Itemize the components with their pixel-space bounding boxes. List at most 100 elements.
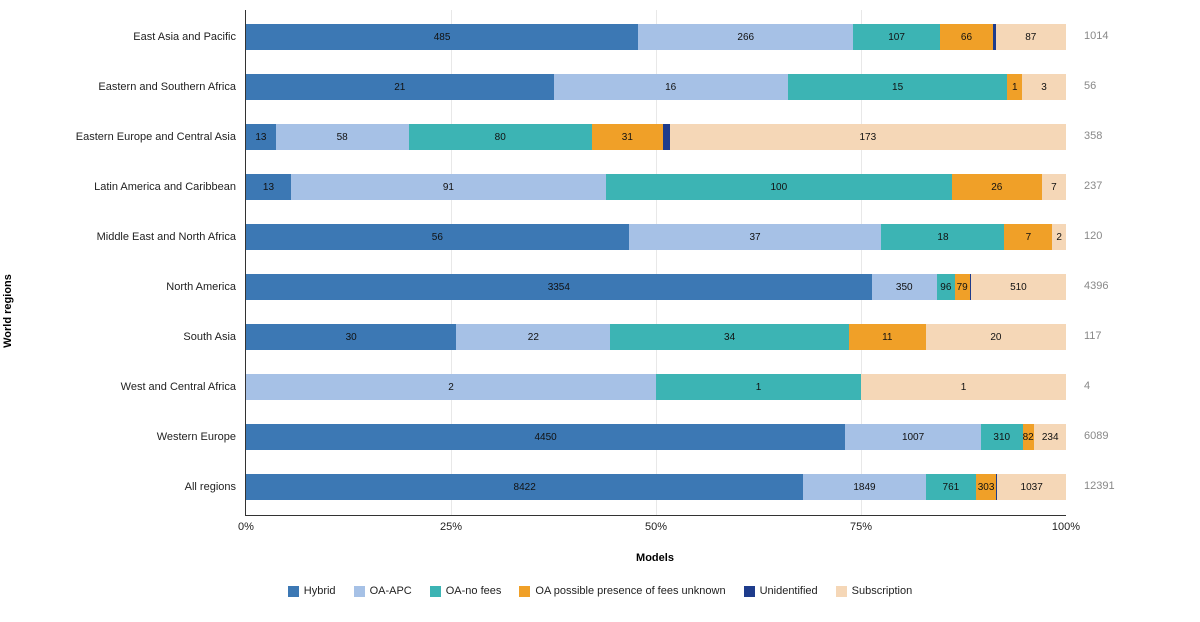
bar-segment-oa_apc: 1849 xyxy=(803,474,925,500)
bar-segment-oa_no_fees: 15 xyxy=(788,74,1008,100)
bar-segment-hybrid: 56 xyxy=(246,224,629,250)
y-tick-label: Latin America and Caribbean xyxy=(94,181,246,193)
legend-swatch xyxy=(519,586,530,597)
bar-segment-subscription: 173 xyxy=(670,124,1066,150)
bar-segment-subscription: 7 xyxy=(1042,174,1066,200)
legend-item: Unidentified xyxy=(744,585,818,597)
legend-label: Unidentified xyxy=(760,585,818,597)
row-total: 6089 xyxy=(1084,430,1108,442)
legend-swatch xyxy=(354,586,365,597)
legend-label: Hybrid xyxy=(304,585,336,597)
bar-segment-oa_apc: 22 xyxy=(456,324,610,350)
row-total: 358 xyxy=(1084,130,1102,142)
x-tick-label: 100% xyxy=(1052,521,1080,533)
bar-segment-subscription: 20 xyxy=(926,324,1066,350)
bar-segment-subscription: 234 xyxy=(1034,424,1066,450)
bar-row: 33543509679510 xyxy=(246,274,1066,300)
y-tick-label: Eastern and Southern Africa xyxy=(98,81,246,93)
bar-segment-oa_apc: 58 xyxy=(276,124,409,150)
legend-item: Hybrid xyxy=(288,585,336,597)
bar-segment-oa_unknown: 303 xyxy=(976,474,996,500)
bar-segment-oa_no_fees: 107 xyxy=(853,24,940,50)
bar-segment-hybrid: 13 xyxy=(246,174,291,200)
legend-item: OA-no fees xyxy=(430,585,502,597)
bar-segment-subscription: 87 xyxy=(996,24,1066,50)
bar-segment-oa_no_fees: 18 xyxy=(881,224,1004,250)
x-tick-label: 0% xyxy=(238,521,254,533)
bar-segment-hybrid: 3354 xyxy=(246,274,872,300)
bar-segment-subscription: 2 xyxy=(1052,224,1066,250)
legend: Hybrid OA-APC OA-no fees OA possible presen… xyxy=(0,585,1200,597)
x-axis-title: Models xyxy=(245,552,1065,564)
y-tick-label: Western Europe xyxy=(157,431,246,443)
bar-segment-oa_no_fees: 80 xyxy=(409,124,592,150)
bar-row: 21161513 xyxy=(246,74,1066,100)
chart-container: World regions 0%25%50%75%100%East Asia a… xyxy=(0,0,1200,622)
row-total: 117 xyxy=(1084,330,1102,342)
row-total: 4396 xyxy=(1084,280,1108,292)
bar-segment-oa_apc: 2 xyxy=(246,374,656,400)
bar-segment-hybrid: 8422 xyxy=(246,474,803,500)
bar-segment-oa_unknown: 11 xyxy=(849,324,926,350)
legend-item: OA-APC xyxy=(354,585,412,597)
legend-swatch xyxy=(836,586,847,597)
y-tick-label: West and Central Africa xyxy=(121,381,246,393)
bar-segment-oa_no_fees: 1 xyxy=(656,374,861,400)
y-tick-label: South Asia xyxy=(183,331,246,343)
bar-segment-subscription: 1 xyxy=(861,374,1066,400)
bar-segment-oa_unknown: 82 xyxy=(1023,424,1034,450)
bar-segment-hybrid: 485 xyxy=(246,24,638,50)
bar-row: 211 xyxy=(246,374,1066,400)
plot-area: 0%25%50%75%100%East Asia and Pacific4852… xyxy=(245,10,1066,516)
bar-segment-oa_unknown: 79 xyxy=(955,274,970,300)
bar-segment-oa_unknown: 31 xyxy=(592,124,663,150)
bar-segment-hybrid: 4450 xyxy=(246,424,845,450)
bar-segment-oa_unknown: 26 xyxy=(952,174,1042,200)
bar-row: 56371872 xyxy=(246,224,1066,250)
x-tick-label: 75% xyxy=(850,521,872,533)
bar-segment-oa_no_fees: 96 xyxy=(937,274,955,300)
legend-label: OA-APC xyxy=(370,585,412,597)
legend-swatch xyxy=(430,586,441,597)
bar-segment-unidentified xyxy=(663,124,670,150)
x-tick-label: 25% xyxy=(440,521,462,533)
y-tick-label: Eastern Europe and Central Asia xyxy=(76,131,246,143)
bar-segment-oa_apc: 266 xyxy=(638,24,853,50)
bar-segment-oa_unknown: 7 xyxy=(1004,224,1052,250)
y-axis-title: World regions xyxy=(2,274,14,348)
bar-row: 1391100267 xyxy=(246,174,1066,200)
bar-segment-oa_apc: 91 xyxy=(291,174,606,200)
bar-segment-hybrid: 30 xyxy=(246,324,456,350)
legend-item: Subscription xyxy=(836,585,913,597)
y-tick-label: East Asia and Pacific xyxy=(133,31,246,43)
bar-segment-oa_apc: 37 xyxy=(629,224,882,250)
legend-swatch xyxy=(288,586,299,597)
bar-row: 13588031 173 xyxy=(246,124,1066,150)
row-total: 237 xyxy=(1084,180,1102,192)
bar-segment-oa_apc: 1007 xyxy=(845,424,981,450)
y-tick-label: Middle East and North Africa xyxy=(97,231,246,243)
bar-row: 4450100731082234 xyxy=(246,424,1066,450)
legend-swatch xyxy=(744,586,755,597)
bar-segment-oa_no_fees: 310 xyxy=(981,424,1023,450)
row-total: 56 xyxy=(1084,80,1096,92)
bar-segment-oa_unknown: 66 xyxy=(940,24,993,50)
bar-segment-hybrid: 21 xyxy=(246,74,554,100)
bar-segment-hybrid: 13 xyxy=(246,124,276,150)
bar-row: 4852661076687 xyxy=(246,24,1066,50)
legend-label: Subscription xyxy=(852,585,913,597)
legend-label: OA-no fees xyxy=(446,585,502,597)
bar-segment-oa_unknown: 1 xyxy=(1007,74,1022,100)
bar-segment-oa_no_fees: 34 xyxy=(610,324,848,350)
row-total: 1014 xyxy=(1084,30,1108,42)
y-tick-label: North America xyxy=(166,281,246,293)
row-total: 120 xyxy=(1084,230,1102,242)
bar-segment-oa_no_fees: 100 xyxy=(606,174,952,200)
y-tick-label: All regions xyxy=(185,481,246,493)
bar-segment-oa_apc: 350 xyxy=(872,274,937,300)
bar-segment-oa_no_fees: 761 xyxy=(926,474,976,500)
legend-label: OA possible presence of fees unknown xyxy=(535,585,725,597)
legend-item: OA possible presence of fees unknown xyxy=(519,585,725,597)
row-total: 4 xyxy=(1084,380,1090,392)
bar-row: 842218497613031037 xyxy=(246,474,1066,500)
